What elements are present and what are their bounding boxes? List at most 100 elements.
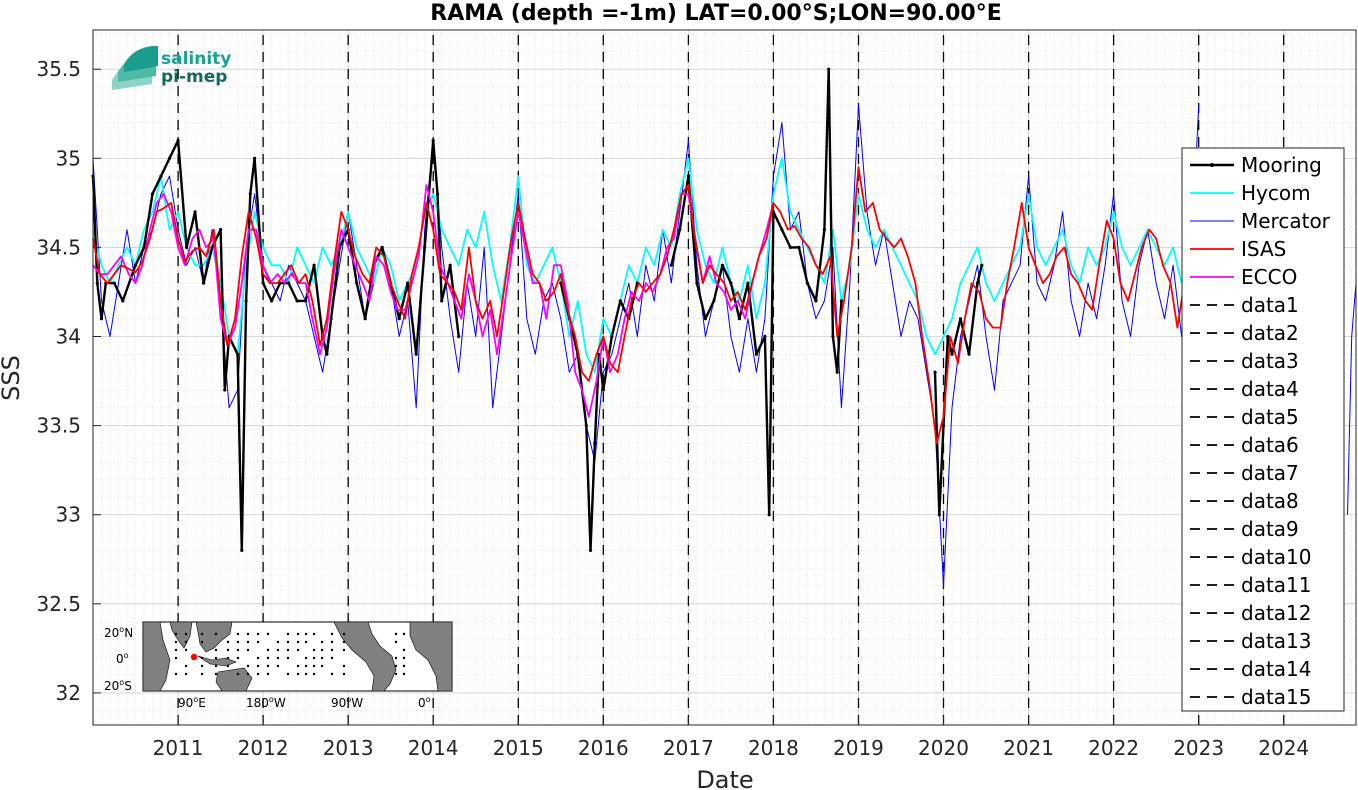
mooring-point [814, 299, 818, 303]
mooring-dot [256, 656, 260, 660]
mooring-array-dots [174, 632, 406, 676]
mooring-dot [266, 632, 270, 636]
map-lon-label-0: 0o [418, 695, 431, 710]
mooring-point [737, 317, 742, 321]
mooring-dot [320, 656, 324, 660]
mooring-point [729, 281, 733, 285]
mooring-dot [394, 640, 398, 644]
legend-label-data7: data7 [1241, 461, 1299, 485]
mooring-dot [214, 664, 218, 668]
legend-items: Mooring Hycom Mercator ISAS ECCO data1 data2 da… [1190, 153, 1331, 709]
mooring-point [435, 192, 440, 196]
mooring-dot [236, 640, 240, 644]
mooring-point [593, 441, 597, 445]
x-tick-label: 2022 [1088, 736, 1139, 760]
mooring-point [176, 138, 180, 143]
mooring-dot [266, 648, 270, 652]
map-land-africa-east [409, 621, 453, 692]
mooring-point [202, 281, 206, 285]
x-tick-label: 2018 [748, 736, 799, 760]
mooring-point [295, 299, 299, 303]
mooring-dot [276, 656, 280, 660]
mooring-dot [200, 632, 204, 636]
map-land-indonesia [197, 655, 237, 667]
mooring-dot [256, 632, 260, 636]
mooring-point [720, 263, 725, 267]
mooring-dot [296, 664, 300, 668]
mooring-point [236, 352, 240, 356]
mooring-point [712, 299, 716, 303]
mooring-point [958, 317, 963, 321]
mooring-point [431, 138, 435, 143]
legend-label-data14: data14 [1241, 657, 1312, 681]
legend-label-isas: ISAS [1241, 237, 1286, 261]
map-land-africa [142, 621, 171, 692]
mooring-dot [246, 648, 250, 652]
map-lat-label-20s: 20oS [104, 678, 132, 693]
legend-label-mooring: Mooring [1241, 153, 1322, 177]
mooring-dot [226, 640, 230, 644]
mooring-dot [330, 648, 334, 652]
x-axis-ticks: 2011 2012 2013 2014 2015 2016 2017 2018 2019 2020… [153, 717, 1309, 760]
mooring-dot [236, 656, 240, 660]
mooring-point [329, 317, 333, 321]
x-tick-label: 2012 [238, 736, 289, 760]
mooring-dot [174, 632, 178, 636]
y-tick-label: 33 [56, 503, 81, 527]
legend-label-data15: data15 [1241, 685, 1312, 709]
mooring-dot [184, 672, 188, 676]
mooring-point [253, 156, 257, 160]
legend-box [1181, 147, 1345, 712]
mooring-point [325, 352, 329, 356]
mooring-dot [266, 656, 270, 660]
mooring-dot [402, 632, 406, 636]
mooring-dot [246, 632, 250, 636]
x-tick-label: 2021 [1003, 736, 1054, 760]
mooring-dot [312, 664, 316, 668]
mooring-dot [276, 648, 280, 652]
y-axis-ticks: 32 32.5 33 33.5 34 34.5 35 35.5 [36, 57, 101, 705]
legend-label-mercator: Mercator [1241, 209, 1331, 233]
mooring-point [112, 281, 116, 285]
mooring-point [686, 174, 691, 178]
mooring-dot [320, 648, 324, 652]
map-land-australia [215, 667, 253, 692]
legend-label-data1: data1 [1241, 293, 1299, 317]
mooring-dot [394, 656, 398, 660]
plot-frame [92, 29, 1357, 726]
y-tick-label: 34.5 [36, 235, 81, 259]
mooring-dot [296, 632, 300, 636]
mooring-point [946, 334, 950, 339]
map-lon-label-180w: 180oW [246, 695, 286, 710]
mooring-point [270, 299, 274, 303]
mooring-dot [184, 648, 188, 652]
mooring-dot [394, 632, 398, 636]
mooring-dot [402, 648, 406, 652]
x-tick-label: 2016 [578, 736, 629, 760]
y-tick-label: 35 [56, 146, 81, 170]
mooring-dot [286, 672, 290, 676]
mooring-point [210, 245, 214, 249]
mooring-dot [304, 672, 308, 676]
mooring-point [133, 263, 138, 267]
mooring-dot [342, 672, 346, 676]
mooring-dot [236, 648, 240, 652]
mooring-point [457, 334, 461, 339]
mooring-point [695, 281, 699, 285]
mooring-point [312, 263, 316, 267]
mooring-dot [330, 640, 334, 644]
mooring-point [240, 548, 244, 553]
mooring-dot [402, 664, 406, 668]
series-line-mercator [92, 104, 1357, 587]
mooring-dot [296, 648, 300, 652]
mooring-dot [256, 640, 260, 644]
mooring-dot [304, 640, 308, 644]
y-tick-label: 32 [56, 681, 81, 705]
mooring-dot [226, 664, 230, 668]
legend-label-data4: data4 [1241, 377, 1299, 401]
map-land-americas [333, 621, 397, 692]
legend-label-data10: data10 [1241, 545, 1312, 569]
mooring-dot [330, 656, 334, 660]
mooring-point [150, 192, 155, 196]
mooring-point [797, 245, 801, 249]
